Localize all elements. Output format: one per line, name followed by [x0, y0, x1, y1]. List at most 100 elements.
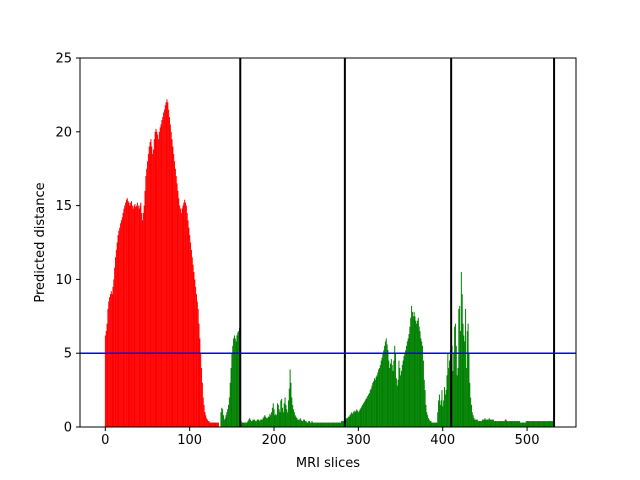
bar-series-2 — [540, 421, 542, 427]
bar-series-1 — [208, 421, 210, 427]
bar-series-1 — [145, 176, 147, 427]
bar-series-2 — [295, 416, 297, 427]
bar-series-2 — [444, 394, 446, 427]
bar-series-1 — [152, 149, 154, 427]
x-tick-label: 100 — [177, 433, 202, 448]
bar-series-2 — [223, 419, 225, 427]
bar-series-2 — [453, 353, 455, 427]
bar-series-2 — [317, 422, 319, 427]
bar-series-2 — [319, 422, 321, 427]
bar-series-2 — [258, 419, 260, 427]
bar-series-2 — [373, 381, 375, 427]
bar-series-2 — [224, 418, 226, 427]
bar-series-1 — [150, 139, 152, 427]
bar-series-2 — [434, 422, 436, 427]
bar-series-2 — [275, 413, 277, 427]
bar-series-1 — [114, 267, 116, 427]
bar-series-2 — [473, 418, 475, 427]
bar-series-2 — [283, 403, 285, 427]
bar-series-2 — [539, 421, 541, 427]
bar-series-2 — [336, 422, 337, 427]
bar-series-2 — [260, 419, 262, 427]
bar-series-2 — [419, 331, 421, 427]
bar-series-2 — [483, 419, 485, 427]
bar-series-2 — [312, 422, 314, 427]
bar-series-1 — [185, 202, 187, 427]
bar-series-2 — [320, 422, 322, 427]
bar-series-2 — [249, 418, 251, 427]
bar-series-1 — [131, 205, 133, 427]
bar-series-2 — [374, 379, 376, 427]
bar-series-2 — [433, 422, 435, 427]
bar-series-2 — [276, 415, 278, 427]
bar-series-2 — [298, 419, 300, 427]
bar-series-2 — [267, 416, 269, 427]
bar-series-1 — [191, 257, 193, 427]
bar-series-2 — [420, 338, 422, 427]
bar-series-1 — [124, 205, 126, 427]
bar-series-2 — [440, 400, 442, 427]
bar-series-1 — [164, 105, 166, 427]
bar-series-2 — [333, 422, 335, 427]
bar-series-2 — [489, 419, 491, 427]
bar-series-1 — [154, 131, 156, 428]
bar-series-1 — [190, 242, 192, 427]
bar-series-2 — [525, 421, 527, 427]
bar-series-2 — [460, 272, 462, 427]
bar-series-2 — [351, 412, 353, 427]
bar-series-1 — [184, 199, 186, 427]
bar-series-2 — [288, 388, 290, 427]
bar-series-2 — [251, 421, 253, 427]
bar-series-2 — [244, 422, 246, 427]
bar-series-2 — [232, 345, 234, 427]
bar-series-1 — [104, 335, 106, 427]
bar-series-2 — [519, 421, 521, 427]
bar-series-1 — [213, 422, 215, 427]
bar-series-2 — [287, 400, 289, 427]
bar-series-1 — [120, 220, 122, 427]
bar-series-2 — [301, 421, 303, 427]
bar-series-1 — [119, 227, 121, 427]
bar-series-2 — [358, 410, 360, 427]
bar-series-1 — [168, 109, 170, 427]
bar-series-2 — [447, 353, 449, 427]
bar-series-1 — [132, 208, 134, 427]
bar-series-1 — [131, 201, 133, 427]
bar-series-2 — [273, 409, 275, 427]
bar-series-2 — [433, 422, 435, 427]
bar-series-1 — [204, 412, 206, 427]
bar-series-2 — [512, 421, 514, 427]
bar-series-2 — [310, 422, 312, 427]
ticks-layer: 0 100 200 300 400 500 0 5 10 15 20 25 — [55, 52, 539, 449]
bar-series-1 — [211, 422, 213, 427]
bar-series-1 — [111, 294, 113, 427]
bar-series-1 — [175, 176, 177, 427]
bar-series-2 — [259, 421, 261, 427]
bar-series-2 — [384, 341, 386, 427]
bar-series-1 — [158, 139, 160, 427]
bar-series-2 — [341, 421, 343, 427]
bar-series-2 — [455, 345, 457, 427]
bar-series-2 — [427, 418, 429, 427]
bar-series-1 — [201, 382, 203, 427]
bar-series-1 — [178, 198, 180, 427]
bar-series-2 — [313, 422, 315, 427]
bar-series-1 — [212, 422, 213, 427]
bar-series-1 — [170, 131, 172, 428]
bar-series-2 — [503, 421, 505, 427]
bar-series-2 — [292, 404, 294, 427]
bar-series-2 — [499, 421, 501, 427]
bar-series-1 — [200, 353, 202, 427]
bar-series-1 — [128, 202, 130, 427]
bar-series-2 — [524, 422, 526, 427]
bar-series-1 — [147, 153, 149, 427]
bar-series-2 — [470, 404, 472, 427]
bar-series-2 — [341, 421, 343, 427]
bar-series-2 — [429, 421, 431, 427]
bar-series-2 — [350, 413, 352, 427]
bar-series-2 — [423, 379, 425, 427]
bar-series-2 — [485, 419, 487, 427]
bar-series-1 — [109, 294, 111, 427]
bar-series-2 — [346, 418, 348, 427]
bar-series-1 — [153, 139, 155, 427]
